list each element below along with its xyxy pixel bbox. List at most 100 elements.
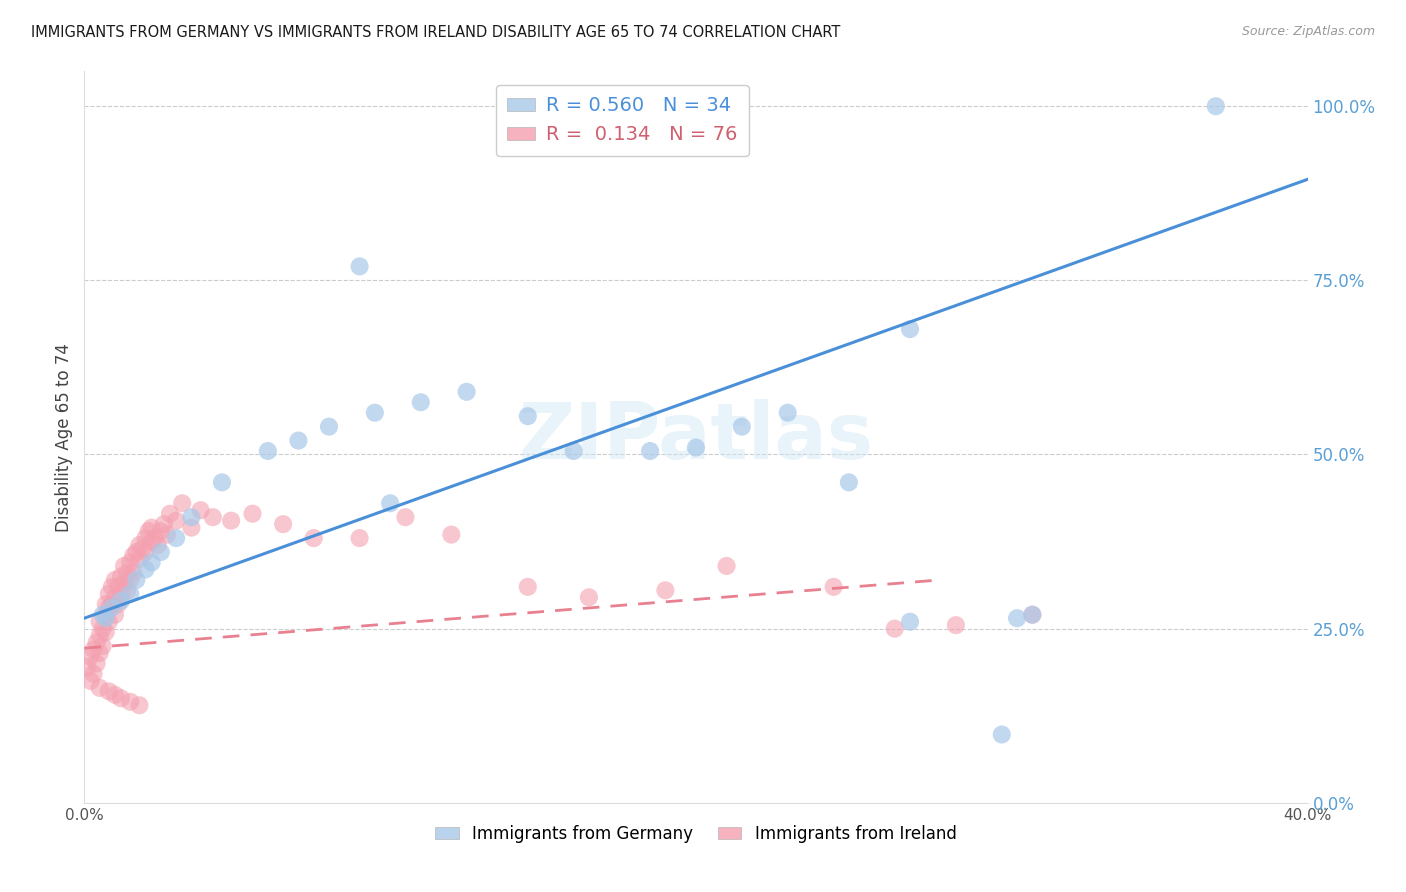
Point (578, 591, 600, 605)
Point (364, 406, 387, 420)
Point (516, 409, 538, 424)
Point (211, 475, 233, 490)
Point (86, 657, 108, 671)
Point (135, 545, 157, 559)
Point (201, 510, 224, 524)
Point (180, 521, 202, 535)
Point (89, 629, 111, 643)
Point (394, 510, 416, 524)
Point (112, 558, 135, 573)
Point (685, 441, 707, 455)
Point (1021, 607, 1043, 622)
Point (257, 444, 280, 458)
Point (991, 727, 1014, 741)
Point (97, 600, 120, 615)
Point (107, 597, 129, 611)
Point (838, 475, 860, 490)
Point (120, 587, 142, 601)
Point (135, 531, 157, 545)
Point (149, 545, 172, 559)
Point (654, 583, 676, 598)
Point (83, 642, 105, 657)
Point (125, 545, 148, 559)
Point (101, 580, 124, 594)
Point (79, 673, 101, 688)
Point (128, 538, 150, 552)
Point (120, 556, 142, 570)
Point (110, 691, 132, 706)
Point (440, 527, 463, 541)
Point (349, 531, 371, 545)
Point (156, 527, 179, 541)
Point (165, 514, 187, 528)
Point (143, 531, 166, 545)
Point (242, 507, 264, 521)
Point (94, 625, 117, 640)
Point (91, 607, 114, 622)
Point (101, 600, 124, 615)
Point (146, 538, 169, 552)
Point (125, 573, 148, 587)
Point (1205, 99, 1227, 113)
Point (86, 635, 108, 649)
Point (107, 580, 129, 594)
Point (516, 580, 538, 594)
Point (638, 444, 661, 458)
Point (89, 681, 111, 695)
Point (318, 419, 340, 434)
Point (776, 406, 799, 420)
Point (138, 524, 160, 538)
Y-axis label: Disability Age 65 to 74: Disability Age 65 to 74 (55, 343, 73, 532)
Point (287, 434, 309, 448)
Point (104, 573, 127, 587)
Point (79, 649, 101, 664)
Point (110, 594, 132, 608)
Point (716, 558, 738, 573)
Point (1021, 607, 1043, 622)
Point (104, 591, 127, 605)
Point (83, 667, 105, 681)
Point (149, 524, 172, 538)
Text: ZIPatlas: ZIPatlas (519, 399, 873, 475)
Point (562, 444, 585, 458)
Point (409, 395, 432, 409)
Point (180, 510, 202, 524)
Point (349, 260, 371, 274)
Point (128, 552, 150, 566)
Point (94, 597, 117, 611)
Point (141, 556, 163, 570)
Text: IMMIGRANTS FROM GERMANY VS IMMIGRANTS FROM IRELAND DISABILITY AGE 65 TO 74 CORRE: IMMIGRANTS FROM GERMANY VS IMMIGRANTS FR… (31, 25, 841, 40)
Point (101, 597, 124, 611)
Point (110, 587, 132, 601)
Point (97, 684, 120, 698)
Point (302, 531, 325, 545)
Point (456, 384, 478, 399)
Point (731, 419, 754, 434)
Point (104, 688, 127, 702)
Point (1005, 611, 1028, 625)
Point (115, 583, 138, 598)
Point (271, 517, 294, 532)
Point (120, 695, 142, 709)
Point (135, 562, 157, 576)
Point (159, 507, 181, 521)
Point (141, 534, 163, 549)
Point (898, 615, 921, 629)
Legend: Immigrants from Germany, Immigrants from Ireland: Immigrants from Germany, Immigrants from… (429, 818, 963, 849)
Point (190, 503, 212, 517)
Point (115, 566, 138, 580)
Point (141, 521, 163, 535)
Point (104, 607, 127, 622)
Point (128, 698, 150, 713)
Point (91, 639, 114, 653)
Point (120, 573, 142, 587)
Point (131, 541, 153, 556)
Point (122, 566, 145, 580)
Point (172, 496, 194, 510)
Point (945, 618, 967, 632)
Point (91, 622, 114, 636)
Point (823, 580, 845, 594)
Point (112, 576, 135, 591)
Point (883, 622, 905, 636)
Point (380, 496, 402, 510)
